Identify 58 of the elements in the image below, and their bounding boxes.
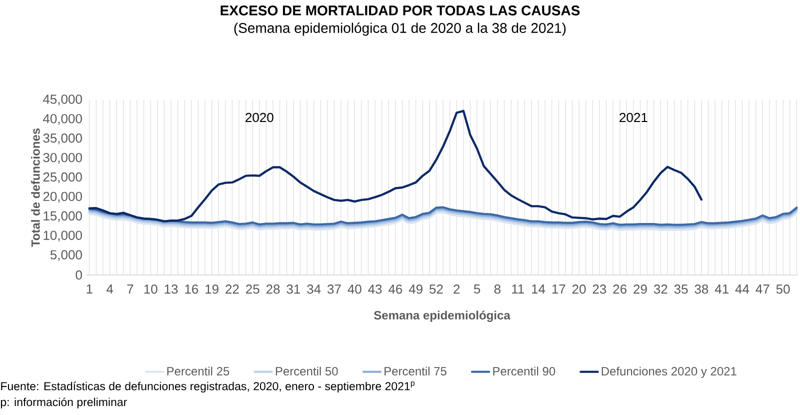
x-tick-label: 29	[634, 284, 647, 294]
x-tick-label: 5	[474, 284, 480, 294]
y-tick-label: 40,000	[43, 114, 82, 125]
x-tick-label: 25	[246, 284, 260, 294]
x-tick-label: 49	[408, 284, 422, 294]
legend-label: Defunciones 2020 y 2021	[602, 366, 736, 378]
x-tick-label: 8	[494, 284, 500, 294]
x-tick-label: 23	[592, 284, 606, 294]
x-tick-label: 35	[674, 284, 688, 294]
x-tick-label: 37	[327, 284, 341, 294]
y-tick-label: 10,000	[44, 230, 82, 242]
x-tick-label: 14	[532, 284, 546, 294]
annotation: 2020	[246, 112, 274, 122]
chart-subtitle: (Semana epidemiológica 01 de 2020 a la 38 de 2021)	[234, 22, 566, 36]
y-tick-label: 15,000	[44, 211, 82, 222]
x-tick-label: 16	[185, 284, 198, 294]
x-tick-label: 13	[164, 284, 178, 294]
x-tick-label: 7	[127, 284, 134, 294]
x-tick-label: 28	[266, 284, 280, 294]
y-tick-label: 30,000	[43, 152, 82, 164]
x-tick-label: 20	[572, 284, 586, 294]
x-tick-label: 50	[776, 284, 790, 294]
x-tick-label: 46	[388, 284, 402, 294]
x-tick-label: 31	[286, 284, 300, 294]
x-tick-label: 22	[226, 284, 239, 294]
legend-label: Percentil 75	[384, 366, 446, 376]
text: p: información preliminar	[0, 398, 127, 408]
source-note: Fuente: Estadísticas de defunciones registradas, 2020, enero - septiembre 2021$^{p}$	[1, 381, 415, 393]
chart-title: EXCESO DE MORTALIDAD POR TODAS LAS CAUSAS	[220, 6, 580, 16]
x-tick-label: 11	[512, 284, 524, 294]
x-tick-label: 40	[348, 284, 362, 294]
x-tick-label: 52	[430, 284, 443, 294]
legend-label: Percentil 50	[276, 366, 338, 376]
legend-label: Percentil 25	[167, 366, 230, 376]
y-tick-label: 20,000	[43, 192, 82, 203]
x-tick-label: 1	[86, 284, 92, 294]
annotation: 2021	[620, 112, 648, 122]
y-tick-label: 45,000	[43, 94, 82, 106]
x-axis-title: Semana epidemiológica	[374, 310, 510, 322]
x-tick-label: 4	[106, 284, 114, 294]
x-tick-label: 41	[714, 284, 728, 294]
x-tick-label: 26	[613, 284, 626, 294]
x-tick-label: 44	[735, 284, 750, 294]
legend-label: Percentil 90	[493, 366, 556, 376]
y-tick-label: 35,000	[43, 134, 82, 144]
x-tick-label: 19	[206, 284, 218, 294]
y-tick-label: 25,000	[43, 172, 82, 184]
y-axis-title: Total de defunciones	[31, 128, 40, 247]
x-tick-label: 34	[307, 284, 321, 294]
x-tick-label: 32	[654, 284, 668, 294]
x-tick-label: 38	[694, 284, 708, 294]
y-tick-label: 5,000	[50, 250, 82, 261]
x-tick-label: 10	[144, 284, 158, 294]
x-tick-label: 47	[756, 284, 770, 294]
x-tick-label: 17	[552, 284, 566, 294]
x-tick-label: 2	[454, 284, 460, 294]
y-tick-label: 0	[76, 270, 82, 280]
x-tick-label: 43	[368, 284, 382, 294]
